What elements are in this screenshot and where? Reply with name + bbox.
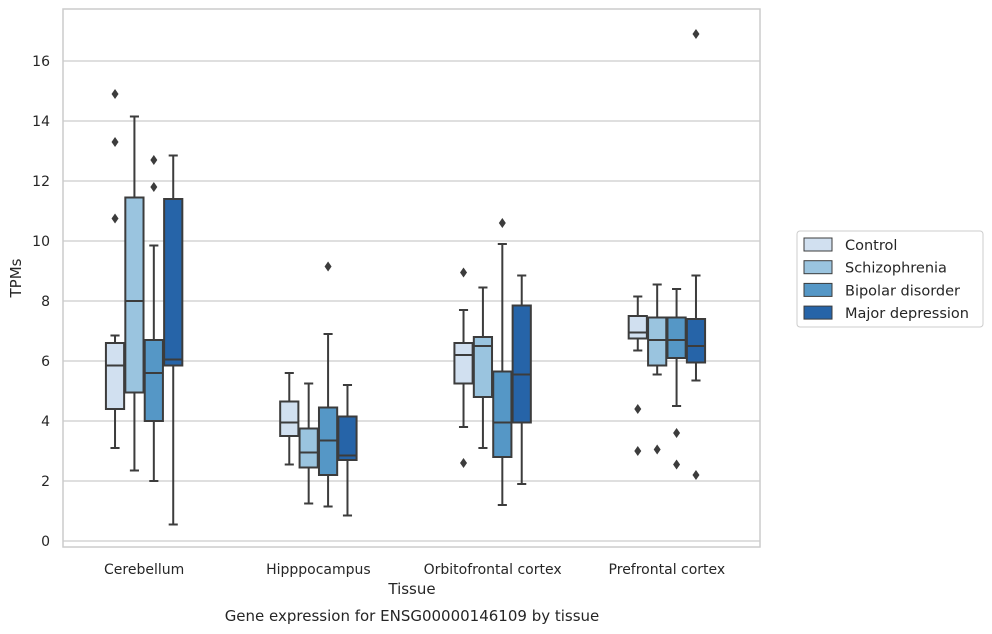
y-tick-labels: 0 2 4 6 8 10 12 14 16	[32, 54, 50, 550]
box-3-3	[685, 29, 707, 480]
box-0-3	[163, 154, 184, 526]
box-iqr	[511, 304, 532, 424]
y-tick-label: 10	[32, 234, 50, 250]
grid-lines	[63, 60, 760, 542]
boxes	[104, 29, 707, 526]
box-1-0	[279, 372, 300, 466]
x-tick-label: Orbitofrontal cortex	[424, 562, 562, 578]
x-axis-label: Tissue	[387, 580, 435, 598]
outlier-point	[460, 458, 468, 468]
legend-label: Bipolar disorder	[845, 283, 960, 299]
y-tick-label: 14	[32, 114, 50, 130]
box-iqr	[647, 316, 668, 367]
legend-label: Control	[845, 238, 897, 254]
box-iqr	[104, 342, 126, 410]
outlier-point	[150, 155, 158, 165]
x-tick-label: Cerebellum	[104, 562, 184, 578]
box-iqr	[279, 400, 300, 437]
box-2-3	[511, 274, 532, 485]
outlier-point	[673, 459, 681, 470]
y-tick-label: 4	[41, 414, 50, 430]
box-iqr	[143, 339, 164, 422]
legend-label: Major depression	[845, 306, 969, 322]
box-iqr	[124, 196, 145, 394]
y-tick-label: 12	[32, 174, 50, 190]
box-2-2	[492, 218, 513, 506]
legend-label: Schizophrenia	[845, 261, 947, 277]
box-0-0	[104, 89, 126, 449]
y-tick-label: 16	[32, 54, 50, 70]
box-iqr	[492, 370, 513, 458]
outlier-point	[692, 470, 700, 480]
legend-swatch	[803, 305, 833, 320]
box-1-2	[317, 261, 339, 508]
x-tick-label: Hipppocampus	[266, 562, 371, 578]
box-2-1	[472, 286, 494, 449]
box-iqr	[337, 415, 358, 461]
outlier-point	[111, 89, 119, 99]
outlier-point	[111, 137, 119, 147]
outlier-point	[111, 213, 119, 224]
outlier-point	[498, 218, 506, 228]
box-3-2	[666, 288, 687, 470]
x-tick-labels: Cerebellum Hipppocampus Orbitofrontal cort…	[104, 562, 725, 578]
y-tick-label: 2	[41, 474, 50, 490]
box-0-2	[143, 155, 164, 482]
chart-caption: Gene expression for ENSG00000146109 by t…	[225, 607, 600, 625]
box-iqr	[627, 315, 648, 340]
y-tick-label: 6	[41, 354, 50, 370]
box-1-1	[298, 382, 319, 505]
y-tick-label: 0	[41, 534, 50, 550]
outlier-point	[460, 267, 468, 278]
box-2-0	[453, 267, 474, 468]
outlier-point	[634, 446, 642, 456]
legend-swatch	[803, 260, 833, 275]
y-axis-label: TPMs	[7, 258, 25, 298]
box-iqr	[666, 316, 687, 359]
box-iqr	[163, 198, 184, 367]
box-3-0	[627, 295, 648, 456]
box-0-1	[124, 115, 145, 472]
box-iqr	[472, 336, 494, 398]
legend-frame	[796, 230, 984, 328]
legend-swatch	[803, 282, 833, 297]
box-iqr	[298, 427, 319, 469]
x-tick-label: Prefrontal cortex	[609, 562, 726, 578]
outlier-point	[653, 444, 661, 455]
outlier-point	[634, 404, 642, 414]
box-1-3	[337, 384, 358, 517]
legend: Control Schizophrenia Bipolar disorder Majo…	[796, 230, 984, 328]
legend-swatch	[803, 237, 833, 252]
outlier-point	[150, 182, 158, 192]
outlier-point	[324, 261, 332, 272]
box-iqr	[453, 342, 474, 385]
outlier-point	[673, 428, 681, 438]
box-iqr	[685, 318, 707, 364]
y-tick-label: 8	[41, 294, 50, 310]
box-3-1	[647, 283, 668, 455]
outlier-point	[692, 29, 700, 39]
